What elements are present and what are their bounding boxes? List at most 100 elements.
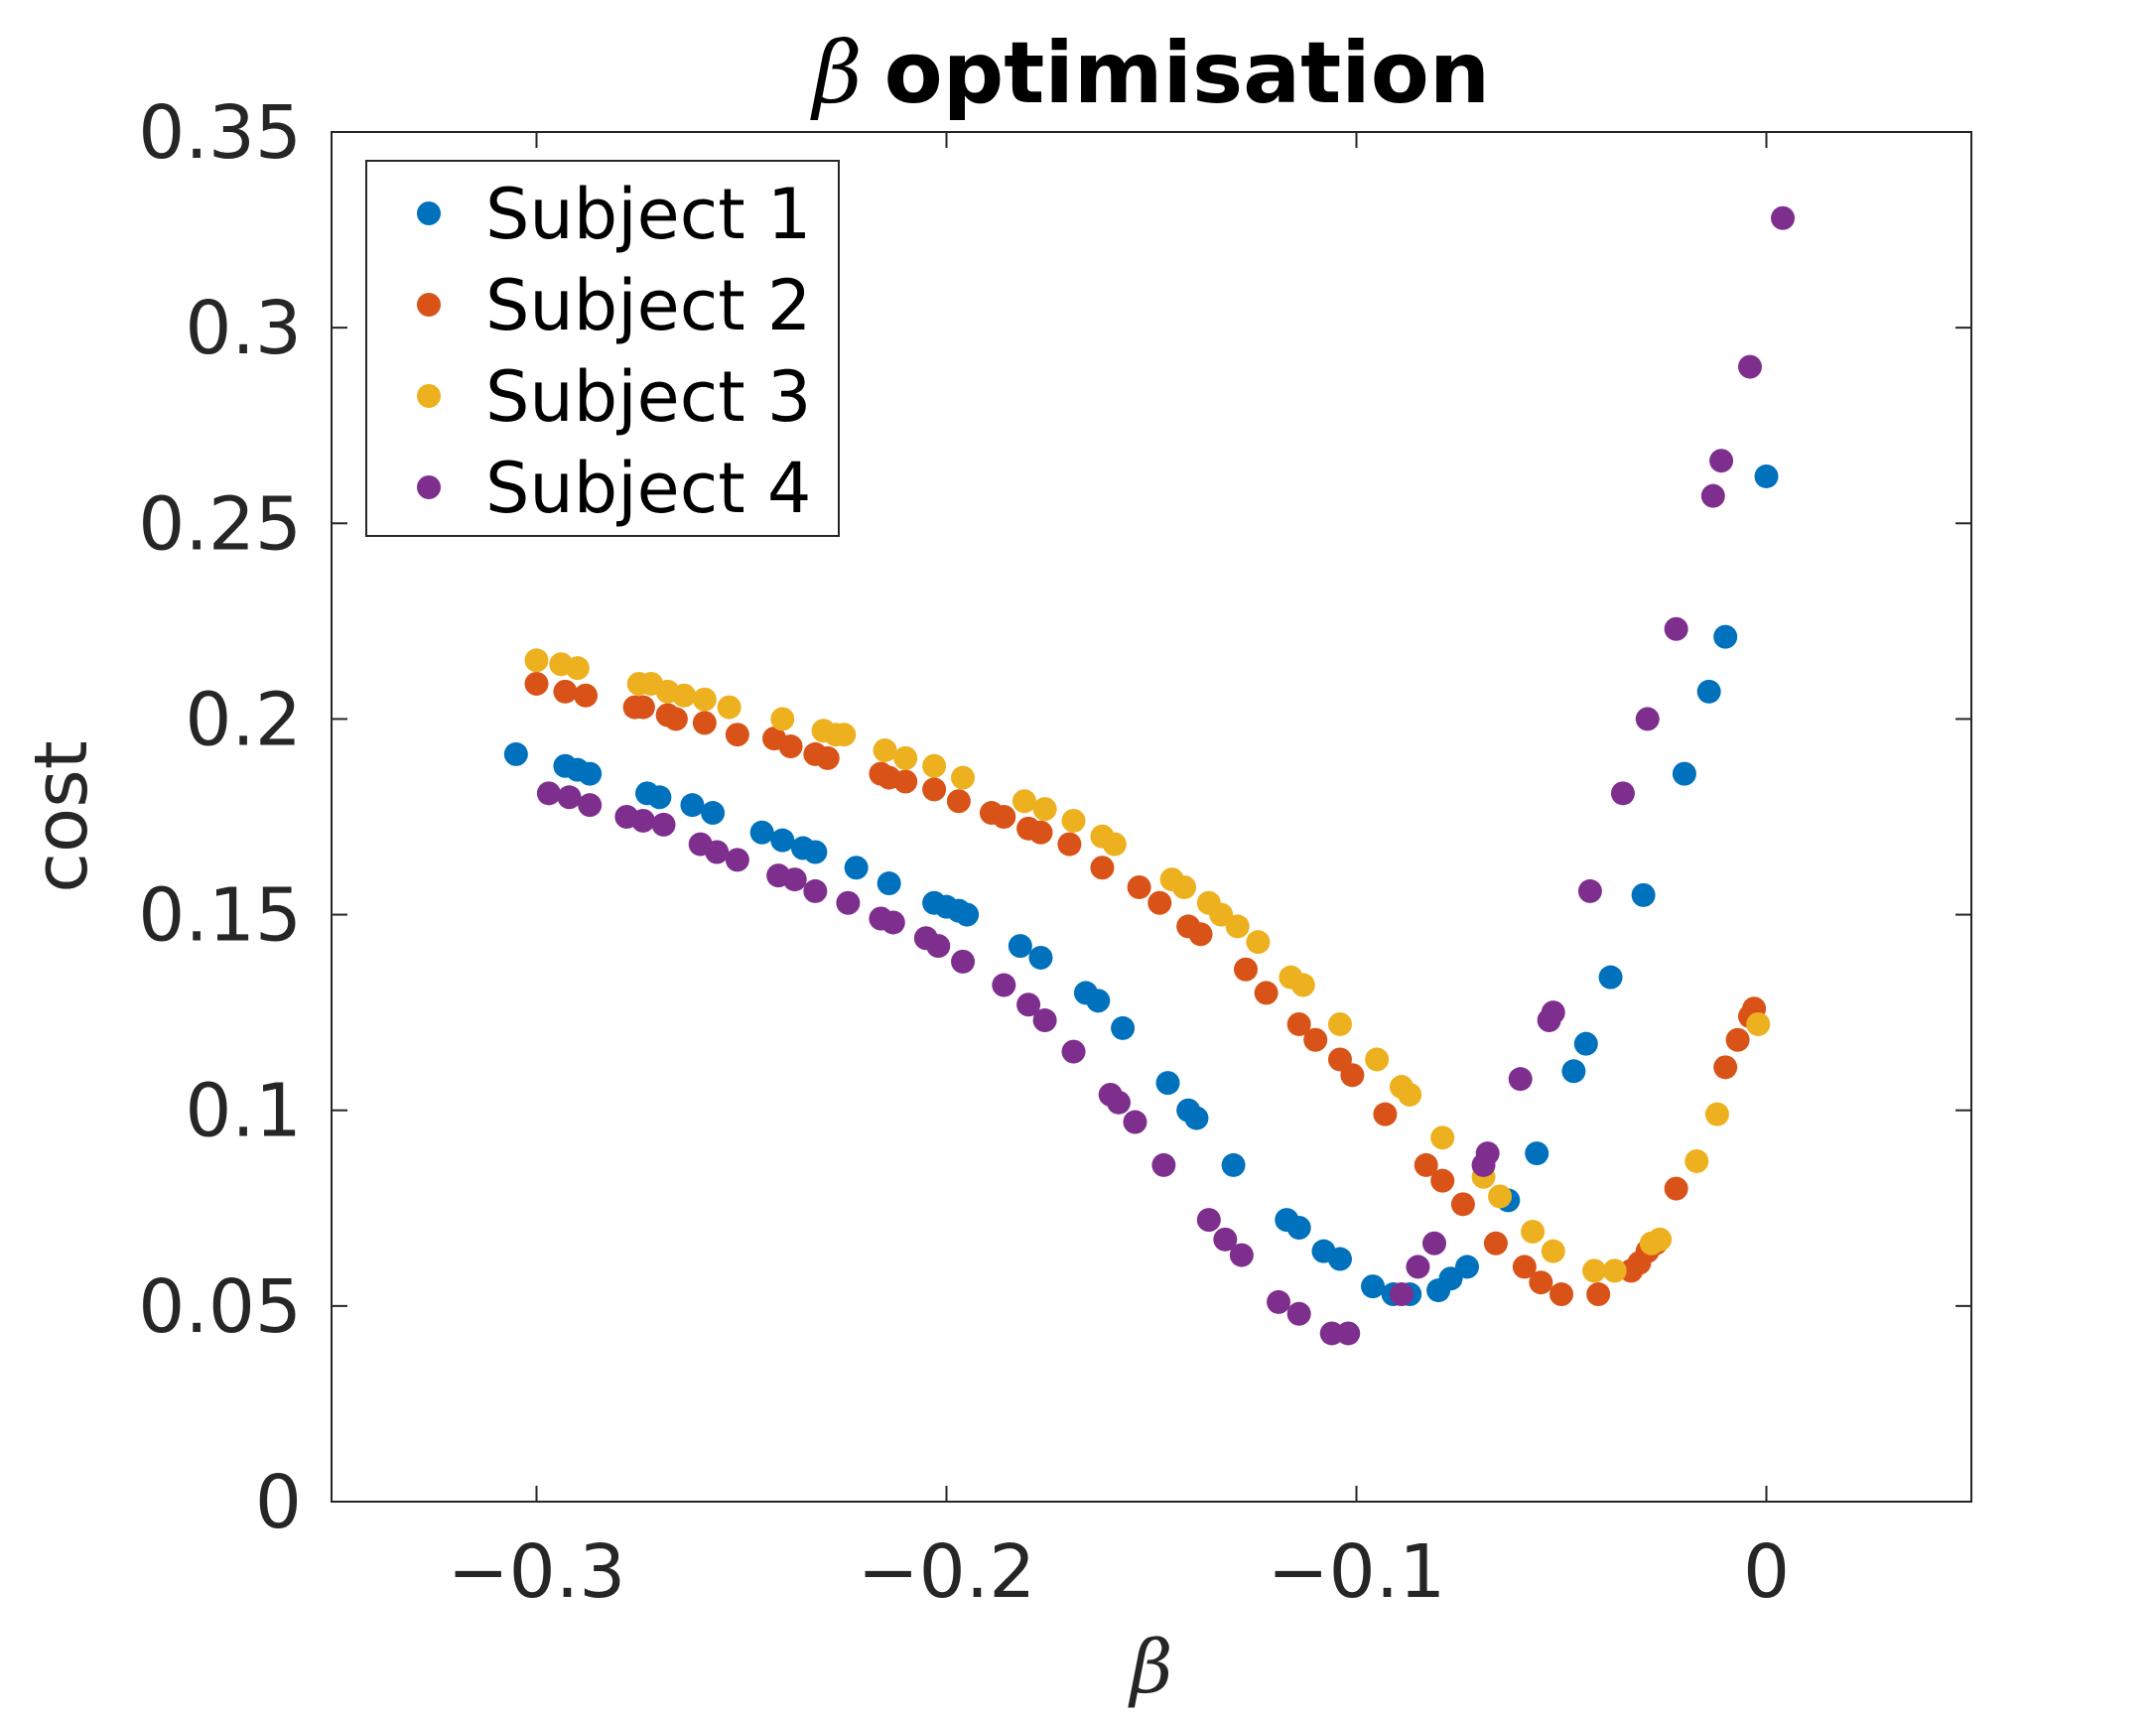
- data-point: [503, 741, 528, 766]
- chart-title-text: optimisation: [884, 24, 1490, 123]
- data-point: [1389, 1282, 1414, 1307]
- data-point: [922, 753, 947, 778]
- data-point: [705, 840, 730, 864]
- data-point: [1184, 1106, 1209, 1130]
- x-axis-label: β: [1128, 1625, 1173, 1710]
- legend-label: Subject 1: [485, 174, 811, 255]
- data-point: [1172, 874, 1197, 899]
- data-point: [1225, 914, 1250, 939]
- legend-item: Subject 3: [417, 356, 811, 438]
- data-point: [651, 812, 676, 837]
- data-point: [1155, 1071, 1180, 1096]
- series-subject-4: [536, 205, 1796, 1346]
- data-point: [1672, 761, 1696, 786]
- data-point: [1664, 1176, 1688, 1201]
- series-subject-3: [524, 648, 1771, 1283]
- data-point: [1455, 1255, 1480, 1279]
- data-point: [1032, 1008, 1057, 1033]
- data-point: [946, 789, 971, 814]
- data-point: [1684, 1148, 1709, 1173]
- data-point: [1709, 449, 1734, 473]
- data-point: [1061, 808, 1086, 833]
- data-point: [1267, 1289, 1291, 1314]
- data-point: [717, 695, 741, 720]
- legend-label: Subject 4: [485, 448, 811, 529]
- data-point: [992, 973, 1016, 997]
- data-point: [1327, 1011, 1352, 1036]
- data-point: [1610, 781, 1635, 806]
- data-point: [663, 707, 688, 731]
- data-point: [1529, 1270, 1553, 1295]
- legend-marker: [417, 475, 441, 499]
- data-point: [1754, 463, 1779, 488]
- data-point: [1123, 1110, 1147, 1134]
- legend-item: Subject 1: [417, 174, 811, 255]
- data-point: [524, 671, 549, 696]
- data-point: [1430, 1168, 1455, 1193]
- data-point: [1713, 624, 1738, 649]
- data-point: [1151, 1152, 1176, 1177]
- data-point: [1561, 1059, 1586, 1084]
- data-point: [1541, 1000, 1565, 1025]
- data-point: [1483, 1231, 1508, 1256]
- data-point: [1286, 1301, 1311, 1326]
- data-point: [1598, 965, 1623, 990]
- y-tick-label: 0.05: [138, 1264, 302, 1350]
- data-point: [1221, 1152, 1246, 1177]
- data-point: [1213, 1227, 1238, 1252]
- y-tick-label: 0.1: [185, 1069, 302, 1154]
- data-point: [770, 828, 795, 853]
- y-tick-label: 0.3: [185, 286, 302, 371]
- data-point: [893, 745, 918, 770]
- data-point: [1725, 1027, 1750, 1052]
- data-point: [873, 737, 897, 762]
- data-point: [1586, 1282, 1611, 1307]
- data-point: [672, 683, 697, 708]
- data-point: [1450, 1192, 1475, 1217]
- x-tick-label: −0.2: [858, 1529, 1036, 1615]
- data-point: [578, 793, 603, 818]
- data-point: [1521, 1219, 1546, 1244]
- data-point: [815, 745, 840, 770]
- data-point: [1713, 1055, 1738, 1080]
- series-subject-2: [524, 671, 1767, 1307]
- data-point: [1032, 797, 1057, 822]
- data-point: [1508, 1067, 1533, 1092]
- x-tick-label: −0.3: [448, 1529, 626, 1615]
- data-point: [1488, 1184, 1513, 1209]
- data-point: [955, 902, 980, 927]
- data-point: [1090, 856, 1115, 880]
- data-point: [1525, 1141, 1550, 1166]
- data-point: [1336, 1321, 1361, 1346]
- data-point: [1635, 707, 1660, 731]
- data-point: [1406, 1255, 1430, 1279]
- legend-marker: [417, 293, 441, 317]
- data-point: [749, 820, 774, 845]
- data-point: [725, 723, 749, 747]
- data-point: [1414, 1152, 1438, 1177]
- data-point: [701, 801, 726, 826]
- data-point: [574, 683, 599, 708]
- data-point: [832, 723, 857, 747]
- data-point: [1704, 1102, 1729, 1126]
- data-point: [770, 707, 795, 731]
- series-subject-1: [503, 463, 1779, 1307]
- legend-item: Subject 2: [417, 265, 811, 346]
- legend-marker: [417, 201, 441, 225]
- data-point: [647, 785, 672, 810]
- data-point: [876, 871, 901, 896]
- data-point: [1086, 989, 1111, 1013]
- data-point: [1196, 1208, 1221, 1233]
- legend: Subject 1 Subject 2 Subject 3 Subject 4: [365, 160, 840, 537]
- data-point: [536, 781, 561, 806]
- data-point: [725, 848, 749, 872]
- data-point: [1028, 945, 1053, 970]
- data-point: [951, 765, 976, 790]
- data-point: [1303, 1027, 1328, 1052]
- data-point: [630, 695, 655, 720]
- data-point: [1430, 1125, 1455, 1150]
- data-point: [1340, 1063, 1365, 1088]
- data-point: [803, 878, 828, 903]
- data-point: [1127, 874, 1151, 899]
- data-point: [1696, 679, 1721, 704]
